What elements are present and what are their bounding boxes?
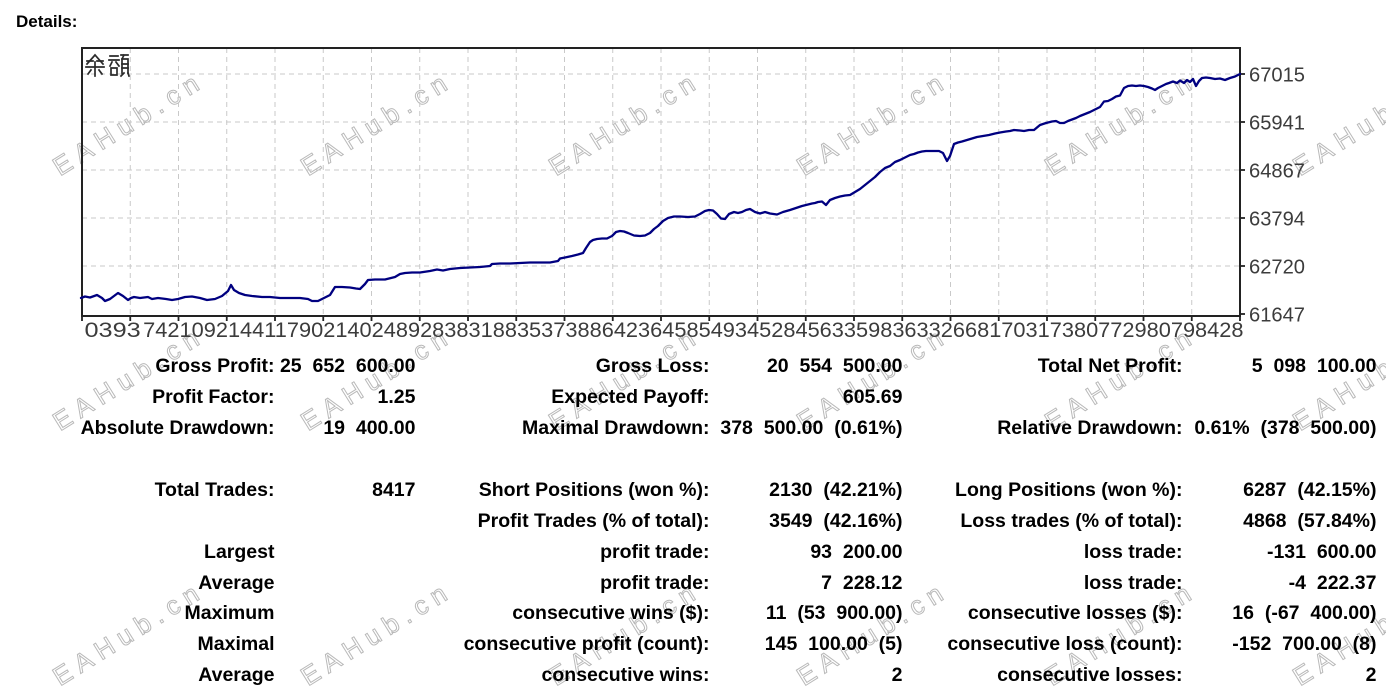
svg-text:20 554 500.00: 20 554 500.00: [767, 355, 903, 377]
svg-text:Maximal: Maximal: [198, 633, 275, 655]
svg-text:4868 (57.84%): 4868 (57.84%): [1243, 510, 1376, 532]
svg-text:16 (-67 400.00): 16 (-67 400.00): [1232, 602, 1376, 624]
svg-text:378 500.00 (0.61%): 378 500.00 (0.61%): [720, 417, 902, 439]
svg-text:Maximal Drawdown:: Maximal Drawdown:: [522, 417, 709, 439]
svg-text:2: 2: [1366, 664, 1377, 686]
svg-text:Profit Trades (% of total):: Profit Trades (% of total):: [478, 510, 710, 532]
svg-text:loss trade:: loss trade:: [1084, 541, 1183, 563]
svg-text:consecutive wins:: consecutive wins:: [542, 664, 710, 686]
svg-text:65941: 65941: [1249, 112, 1305, 135]
svg-text:6287 (42.15%): 6287 (42.15%): [1243, 479, 1376, 501]
svg-text:67015: 67015: [1249, 64, 1305, 87]
svg-text:742109214411790214024892838318: 7421092144117902140248928383188353738864…: [143, 319, 1243, 342]
svg-text:-4 222.37: -4 222.37: [1289, 572, 1377, 594]
svg-text:0.61% (378 500.00): 0.61% (378 500.00): [1194, 417, 1376, 439]
svg-text:145 100.00 (5): 145 100.00 (5): [765, 633, 903, 655]
svg-text:1.25: 1.25: [378, 386, 416, 408]
svg-text:Profit Factor:: Profit Factor:: [152, 386, 274, 408]
svg-text:Details:: Details:: [16, 12, 77, 31]
svg-text:61647: 61647: [1249, 304, 1305, 327]
svg-text:Gross Loss:: Gross Loss:: [596, 355, 710, 377]
svg-text:Absolute Drawdown:: Absolute Drawdown:: [81, 417, 275, 439]
svg-text:0393: 0393: [85, 319, 141, 342]
svg-text:Long Positions (won %):: Long Positions (won %):: [955, 479, 1182, 501]
svg-text:11 (53 900.00): 11 (53 900.00): [766, 602, 903, 624]
svg-text:8417: 8417: [372, 479, 415, 501]
svg-text:Short Positions (won %):: Short Positions (won %):: [479, 479, 710, 501]
svg-text:605.69: 605.69: [843, 386, 903, 408]
svg-text:3549 (42.16%): 3549 (42.16%): [769, 510, 902, 532]
svg-text:profit trade:: profit trade:: [600, 541, 709, 563]
svg-text:consecutive losses ($):: consecutive losses ($):: [968, 602, 1183, 624]
svg-text:loss trade:: loss trade:: [1084, 572, 1183, 594]
svg-text:Average: Average: [198, 572, 274, 594]
svg-text:Expected Payoff:: Expected Payoff:: [551, 386, 709, 408]
svg-text:consecutive losses:: consecutive losses:: [997, 664, 1182, 686]
svg-text:2130 (42.21%): 2130 (42.21%): [769, 479, 902, 501]
svg-text:63794: 63794: [1249, 208, 1305, 231]
svg-text:62720: 62720: [1249, 256, 1305, 279]
svg-text:-131 600.00: -131 600.00: [1267, 541, 1377, 563]
svg-text:Gross Profit:: Gross Profit:: [155, 355, 274, 377]
svg-text:-152 700.00 (8): -152 700.00 (8): [1232, 633, 1376, 655]
svg-text:93 200.00: 93 200.00: [810, 541, 902, 563]
svg-text:Maximum: Maximum: [185, 602, 275, 624]
svg-text:64867: 64867: [1249, 160, 1305, 183]
svg-text:profit trade:: profit trade:: [600, 572, 709, 594]
svg-text:Largest: Largest: [204, 541, 275, 563]
svg-text:Relative Drawdown:: Relative Drawdown:: [997, 417, 1182, 439]
svg-text:5 098 100.00: 5 098 100.00: [1252, 355, 1377, 377]
svg-text:consecutive loss (count):: consecutive loss (count):: [947, 633, 1182, 655]
svg-text:consecutive wins ($):: consecutive wins ($):: [512, 602, 709, 624]
svg-text:consecutive profit (count):: consecutive profit (count):: [464, 633, 710, 655]
svg-text:2: 2: [892, 664, 903, 686]
svg-text:Average: Average: [198, 664, 274, 686]
svg-text:19 400.00: 19 400.00: [323, 417, 415, 439]
svg-text:25 652 600.00: 25 652 600.00: [280, 355, 416, 377]
svg-text:7 228.12: 7 228.12: [821, 572, 902, 594]
svg-text:Loss trades (% of total):: Loss trades (% of total):: [960, 510, 1182, 532]
svg-text:Total Trades:: Total Trades:: [155, 479, 275, 501]
svg-text:Total Net Profit:: Total Net Profit:: [1038, 355, 1183, 377]
